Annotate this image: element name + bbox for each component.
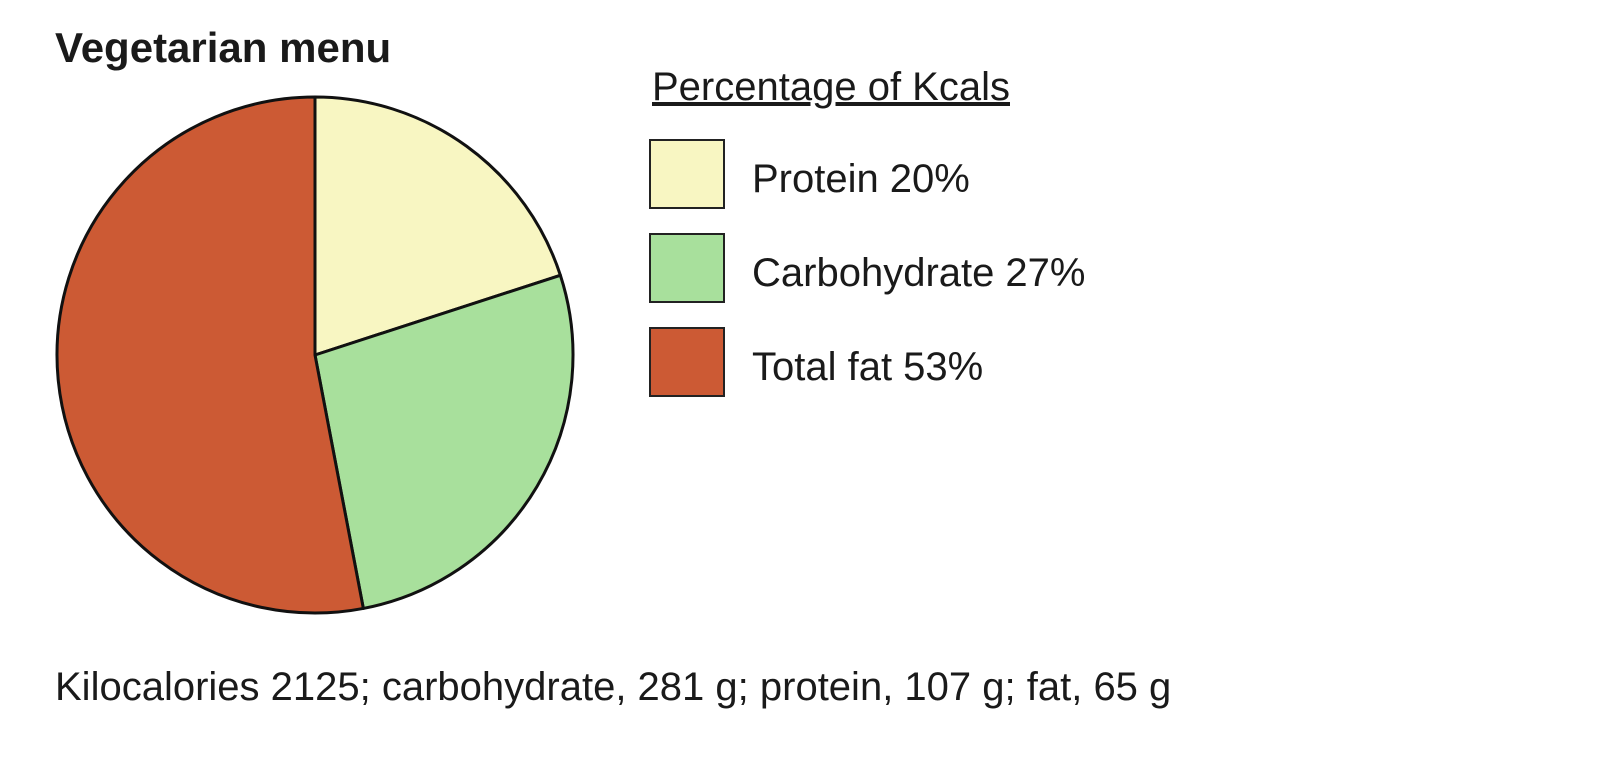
legend-label: Protein 20% (752, 157, 970, 201)
pie-slice (313, 273, 575, 610)
pie-slice (313, 95, 562, 357)
chart-title: Vegetarian menu (55, 24, 391, 71)
legend-swatch (649, 139, 725, 209)
legend-value: 27% (1005, 251, 1085, 295)
legend-name: Total fat (752, 345, 892, 389)
pie (55, 95, 575, 615)
legend-value: 53% (903, 345, 983, 389)
legend-title: Percentage of Kcals (652, 65, 1010, 109)
legend-label: Carbohydrate 27% (752, 251, 1085, 295)
legend-swatch (649, 233, 725, 303)
legend: Protein 20% Carbohydrate 27% Total fat 53% (649, 139, 1085, 397)
legend-name: Protein (752, 157, 879, 201)
footnote: Kilocalories 2125; carbohydrate, 281 g; … (55, 665, 1171, 709)
legend-swatch (649, 327, 725, 397)
legend-label: Total fat 53% (752, 345, 983, 389)
legend-name: Carbohydrate (752, 251, 994, 295)
legend-value: 20% (890, 157, 970, 201)
pie-slice (55, 95, 365, 615)
